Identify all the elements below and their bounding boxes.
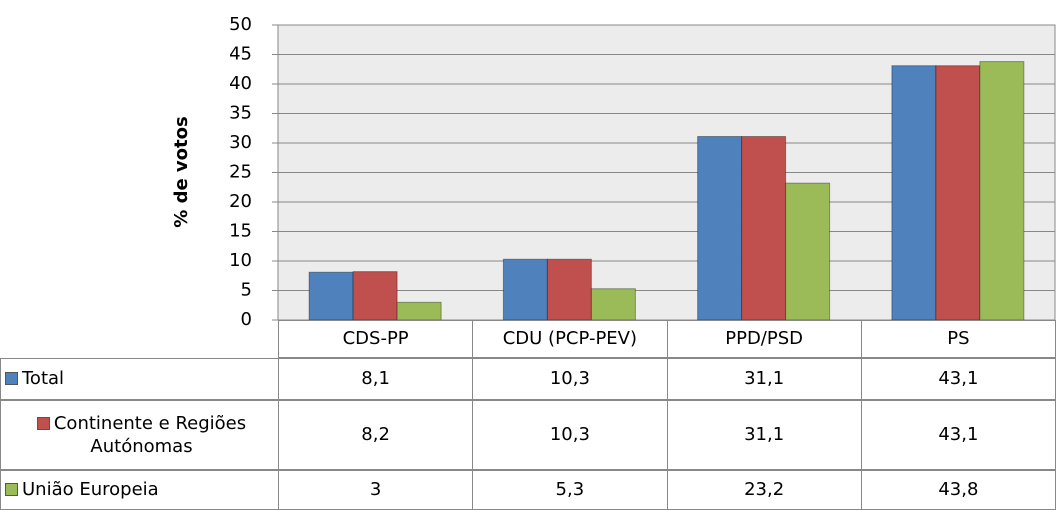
y-tick-label: 15 (229, 221, 252, 242)
table-value: 5,3 (472, 470, 668, 510)
y-tick-label: 35 (229, 103, 252, 124)
table-value: 10,3 (472, 358, 668, 400)
y-axis-title: % de votos (171, 116, 192, 227)
y-tick-label: 5 (241, 280, 252, 301)
table-value: 43,1 (860, 400, 1056, 470)
y-tick-label: 50 (229, 14, 252, 35)
table-value: 43,8 (860, 470, 1056, 510)
legend-entry: União Europeia (5, 478, 159, 501)
y-tick-label: 30 (229, 132, 252, 153)
bar (502, 258, 548, 321)
legend-entry: Continente e Regiões Autónomas (5, 412, 278, 459)
bar (546, 258, 592, 321)
bar (935, 65, 981, 321)
y-tick-label: 25 (229, 162, 252, 183)
table-series-header: Continente e Regiões Autónomas (0, 400, 279, 470)
table-value: 23,2 (666, 470, 862, 510)
bar (308, 271, 354, 321)
table-category-header: CDU (PCP-PEV) (472, 320, 668, 358)
table-value: 8,2 (278, 400, 474, 470)
table-value: 43,1 (860, 358, 1056, 400)
bar (697, 136, 743, 321)
table-value: 3 (278, 470, 474, 510)
bar (590, 288, 636, 321)
y-tick-label: 0 (241, 309, 252, 330)
legend-key (5, 483, 18, 497)
table-category-header: CDS-PP (278, 320, 474, 358)
bar (741, 136, 787, 321)
bar (785, 182, 831, 321)
table-value: 31,1 (666, 400, 862, 470)
legend-label: Continente e Regiões Autónomas (53, 412, 247, 457)
y-tick-label: 20 (229, 191, 252, 212)
legend-key (5, 372, 18, 386)
table-category-header: PS (860, 320, 1056, 358)
bar (352, 271, 398, 321)
y-tick-label: 40 (229, 73, 252, 94)
y-tick-label: 45 (229, 44, 252, 65)
table-category-header: PPD/PSD (666, 320, 862, 358)
legend-key (36, 416, 50, 430)
table-value: 31,1 (666, 358, 862, 400)
table-series-header: Total (0, 358, 279, 400)
table-series-header: União Europeia (0, 470, 279, 510)
table-value: 8,1 (278, 358, 474, 400)
y-tick-label: 10 (229, 250, 252, 271)
legend-label: União Europeia (22, 479, 159, 501)
legend-entry: Total (5, 367, 64, 390)
table-value: 10,3 (472, 400, 668, 470)
legend-label: Total (22, 368, 65, 390)
bar (979, 61, 1025, 321)
bar (891, 65, 937, 321)
bar (396, 301, 442, 321)
